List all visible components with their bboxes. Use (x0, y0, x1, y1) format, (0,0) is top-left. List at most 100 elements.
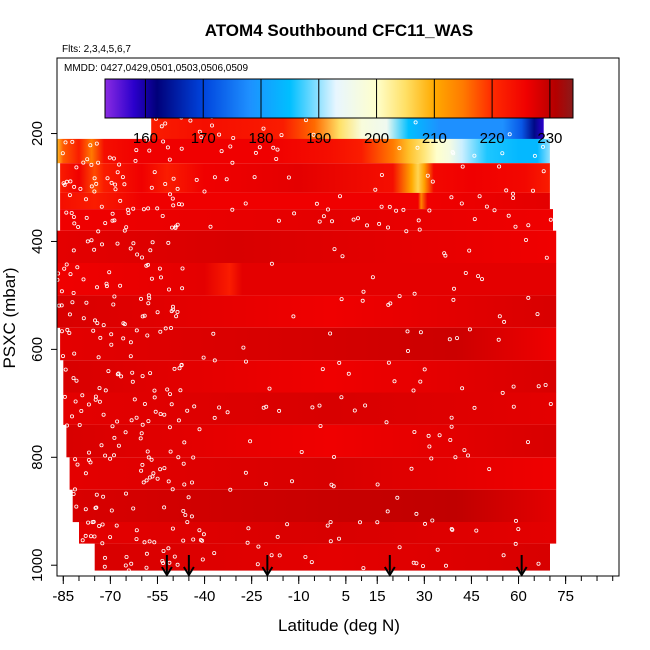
sample-point (138, 296, 143, 301)
heatmap-band (63, 392, 557, 425)
sample-point (115, 170, 120, 175)
sample-point (513, 224, 518, 229)
sample-point (395, 495, 400, 500)
sample-point (114, 523, 119, 528)
sample-point (279, 133, 284, 138)
y-axis-label: PSXC (mbar) (0, 267, 19, 368)
sample-point (175, 186, 180, 191)
sample-point (185, 408, 190, 413)
flight-arrow (261, 555, 274, 577)
sample-point (460, 164, 465, 169)
flight-arrows (161, 555, 528, 577)
sample-point (514, 518, 519, 523)
sample-point (134, 415, 139, 420)
sample-point (67, 193, 72, 198)
sample-point (75, 265, 80, 270)
sample-point (130, 370, 135, 375)
sample-point (277, 408, 282, 413)
sample-point (63, 367, 68, 372)
sample-point (169, 309, 174, 314)
x-tick-label: -40 (194, 588, 216, 605)
sample-point (162, 505, 167, 510)
sample-point (169, 402, 174, 407)
sample-point (417, 227, 422, 232)
sample-point (418, 379, 423, 384)
sample-point (479, 277, 484, 282)
sample-point (191, 537, 196, 542)
sample-point (150, 240, 155, 245)
sample-point (361, 289, 366, 294)
sample-point (449, 424, 454, 429)
sample-point (157, 266, 162, 271)
sample-point (97, 399, 102, 404)
dates-subtitle: MMDD: 0427,0429,0501,0503,0506,0509 (64, 63, 248, 74)
sample-point (84, 300, 89, 305)
sample-point (467, 327, 472, 332)
sample-point (405, 348, 410, 353)
heatmap-band (60, 192, 550, 210)
sample-point (147, 296, 152, 301)
sample-point (454, 336, 459, 341)
sample-point (414, 561, 419, 566)
sample-point (355, 216, 360, 221)
sample-point (449, 415, 454, 420)
sample-point (77, 422, 82, 427)
sample-point (61, 354, 66, 359)
sample-point (543, 382, 548, 387)
sample-point (443, 253, 448, 258)
sample-point (135, 252, 140, 257)
sample-point (506, 213, 511, 218)
x-tick-label: 30 (416, 588, 433, 605)
sample-point (83, 507, 88, 512)
sample-point (467, 248, 472, 253)
sample-point (361, 566, 366, 571)
sample-point (106, 369, 111, 374)
sample-point (167, 392, 172, 397)
sample-point (167, 157, 172, 162)
sample-point (103, 555, 108, 560)
sample-point (453, 455, 458, 460)
sample-point (185, 520, 190, 525)
sample-point (100, 541, 105, 546)
sample-point (352, 408, 357, 413)
sample-point (170, 487, 175, 492)
colorbar-tick-label: 180 (248, 130, 273, 147)
sample-point (186, 495, 191, 500)
sample-point (409, 466, 414, 471)
sample-point (88, 143, 93, 148)
sample-point (165, 387, 170, 392)
sample-point (62, 394, 67, 399)
sample-point (310, 405, 315, 410)
x-tick-label: -25 (241, 588, 263, 605)
sample-point (426, 433, 431, 438)
sample-point (72, 221, 77, 226)
sample-point (291, 314, 296, 319)
sample-point (158, 275, 163, 280)
sample-point (209, 123, 214, 128)
sample-point (96, 160, 101, 165)
sample-point (459, 201, 464, 206)
sample-point (70, 414, 75, 419)
sample-point (121, 321, 126, 326)
sample-point (199, 135, 204, 140)
y-tick-label: 200 (29, 121, 46, 146)
sample-point (134, 528, 139, 533)
sample-point (124, 225, 129, 230)
sample-point (243, 201, 248, 206)
sample-point (163, 121, 168, 126)
sample-point (140, 314, 145, 319)
sample-point (263, 481, 268, 486)
sample-point (212, 175, 217, 180)
sample-point (140, 462, 145, 467)
sample-point (116, 443, 121, 448)
sample-point (360, 298, 365, 303)
sample-point (144, 551, 149, 556)
colorbar-tick-label: 220 (480, 130, 505, 147)
sample-point (59, 329, 64, 334)
sample-point (166, 287, 171, 292)
sample-point (147, 148, 152, 153)
sample-point (180, 286, 185, 291)
sample-point (217, 405, 222, 410)
sample-point (176, 418, 181, 423)
sample-point (158, 467, 163, 472)
